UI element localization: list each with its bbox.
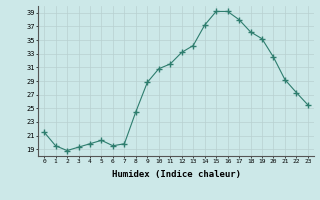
X-axis label: Humidex (Indice chaleur): Humidex (Indice chaleur): [111, 170, 241, 179]
